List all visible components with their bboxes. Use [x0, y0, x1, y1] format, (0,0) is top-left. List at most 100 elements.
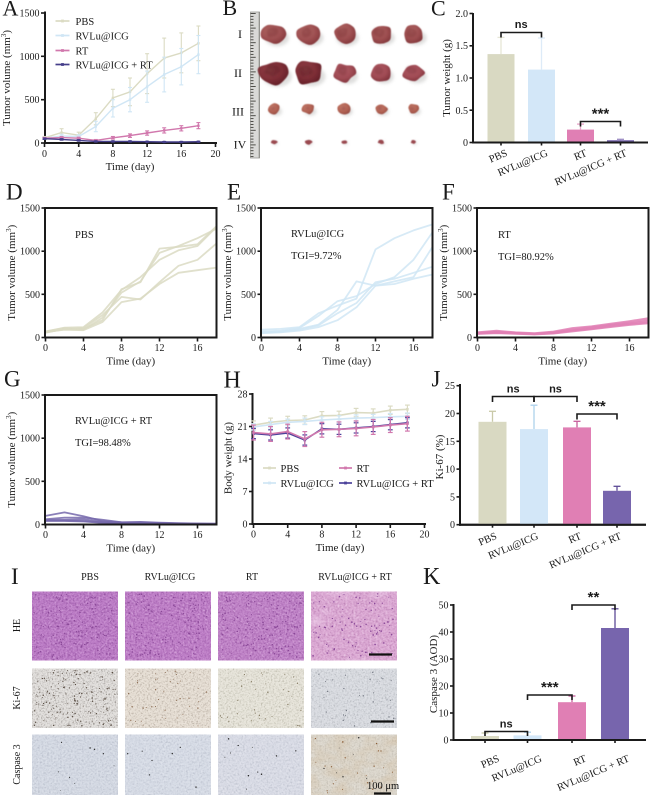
svg-text:1500: 1500 — [236, 204, 256, 215]
svg-text:RVLu@ICG + RT: RVLu@ICG + RT — [76, 61, 154, 72]
svg-text:PBS: PBS — [76, 17, 95, 28]
svg-text:Time (day): Time (day) — [322, 356, 371, 368]
svg-text:H: H — [224, 368, 241, 394]
svg-text:20: 20 — [439, 682, 449, 693]
svg-text:0: 0 — [42, 149, 47, 160]
svg-text:ns: ns — [500, 719, 513, 731]
svg-text:Tumor volume (mm3): Tumor volume (mm3) — [0, 30, 13, 126]
svg-text:1500: 1500 — [20, 204, 40, 215]
svg-text:***: *** — [592, 106, 610, 123]
svg-text:10: 10 — [439, 709, 449, 720]
svg-text:15: 15 — [445, 437, 455, 448]
svg-text:4: 4 — [297, 343, 302, 354]
svg-text:RVLu@ICG + RT: RVLu@ICG + RT — [357, 479, 435, 490]
svg-text:RT: RT — [567, 531, 584, 546]
svg-text:RVLu@ICG: RVLu@ICG — [145, 572, 196, 583]
svg-text:Tumor volume (mm3): Tumor volume (mm3) — [5, 224, 18, 320]
svg-text:C: C — [431, 0, 446, 21]
svg-text:16: 16 — [625, 343, 635, 354]
svg-text:1.0: 1.0 — [456, 74, 469, 85]
svg-text:TGI=98.48%: TGI=98.48% — [75, 438, 131, 449]
svg-text:Time (day): Time (day) — [106, 161, 155, 173]
svg-text:1000: 1000 — [20, 434, 40, 445]
svg-text:5: 5 — [450, 492, 455, 503]
svg-text:1000: 1000 — [236, 247, 256, 258]
svg-text:B: B — [223, 0, 238, 20]
svg-text:I: I — [11, 564, 19, 589]
svg-text:7: 7 — [243, 487, 248, 498]
svg-text:28: 28 — [238, 390, 248, 401]
svg-text:PBS: PBS — [81, 572, 99, 583]
svg-text:500: 500 — [25, 95, 40, 106]
svg-text:1000: 1000 — [452, 247, 472, 258]
svg-text:16: 16 — [385, 530, 395, 541]
svg-text:HE: HE — [12, 619, 23, 632]
svg-text:14: 14 — [238, 455, 248, 466]
svg-text:12: 12 — [142, 149, 152, 160]
svg-text:20: 20 — [211, 149, 221, 160]
svg-text:10: 10 — [445, 465, 455, 476]
svg-text:Time (day): Time (day) — [106, 543, 155, 555]
svg-text:II: II — [234, 66, 242, 80]
svg-text:0: 0 — [43, 530, 48, 541]
svg-text:21: 21 — [238, 422, 248, 433]
svg-text:RT: RT — [357, 464, 370, 475]
svg-text:RVLu@ICG + RT: RVLu@ICG + RT — [75, 416, 153, 427]
svg-text:40: 40 — [439, 628, 449, 639]
svg-text:0: 0 — [43, 343, 48, 354]
svg-text:4: 4 — [81, 343, 86, 354]
svg-text:RVLu@ICG + RT: RVLu@ICG + RT — [318, 572, 391, 583]
svg-text:0: 0 — [35, 520, 40, 531]
svg-text:G: G — [4, 367, 21, 392]
svg-text:Ki-67: Ki-67 — [12, 686, 23, 709]
svg-text:PBS: PBS — [281, 464, 300, 475]
svg-text:Tumor volume (mm3): Tumor volume (mm3) — [221, 224, 234, 320]
svg-text:12: 12 — [155, 343, 165, 354]
svg-text:16: 16 — [193, 530, 203, 541]
svg-text:1500: 1500 — [20, 9, 40, 20]
svg-text:16: 16 — [176, 149, 186, 160]
svg-text:ns: ns — [515, 19, 528, 31]
svg-text:0: 0 — [467, 333, 472, 344]
svg-text:12: 12 — [351, 530, 361, 541]
svg-text:K: K — [423, 564, 441, 590]
svg-text:50: 50 — [439, 601, 449, 612]
svg-text:0: 0 — [35, 333, 40, 344]
svg-text:Caspase 3 (AOD): Caspase 3 (AOD) — [428, 635, 440, 714]
svg-text:8: 8 — [110, 149, 115, 160]
svg-text:F: F — [442, 180, 455, 205]
svg-text:0: 0 — [450, 520, 455, 531]
svg-text:**: ** — [588, 589, 600, 606]
svg-text:E: E — [227, 180, 241, 205]
svg-text:500: 500 — [25, 290, 40, 301]
svg-text:PBS: PBS — [75, 230, 94, 241]
svg-text:4: 4 — [513, 343, 518, 354]
svg-text:RT: RT — [498, 230, 511, 241]
svg-text:0: 0 — [35, 139, 40, 150]
svg-text:1000: 1000 — [20, 247, 40, 258]
svg-text:4: 4 — [76, 149, 81, 160]
svg-text:20: 20 — [420, 530, 430, 541]
svg-text:1.5: 1.5 — [456, 41, 469, 52]
svg-text:J: J — [432, 367, 441, 392]
svg-text:A: A — [3, 0, 19, 21]
svg-text:8: 8 — [319, 530, 324, 541]
svg-text:25: 25 — [445, 381, 455, 392]
svg-text:ns: ns — [507, 384, 520, 396]
svg-text:RT: RT — [246, 572, 258, 583]
svg-text:4: 4 — [81, 530, 86, 541]
svg-text:Ki-67 (%): Ki-67 (%) — [434, 434, 446, 479]
svg-text:Caspase 3: Caspase 3 — [12, 744, 23, 784]
svg-text:Tumor weight (g): Tumor weight (g) — [441, 39, 453, 117]
svg-text:Body weight (g): Body weight (g) — [223, 422, 235, 494]
svg-text:12: 12 — [371, 343, 381, 354]
svg-text:D: D — [6, 180, 23, 205]
svg-text:0: 0 — [463, 138, 468, 149]
svg-text:4: 4 — [285, 530, 290, 541]
svg-text:0: 0 — [444, 736, 449, 747]
svg-text:0: 0 — [259, 343, 264, 354]
svg-text:8: 8 — [335, 343, 340, 354]
svg-text:RVLu@ICG: RVLu@ICG — [76, 32, 130, 43]
svg-text:12: 12 — [155, 530, 165, 541]
svg-text:ns: ns — [549, 384, 562, 396]
